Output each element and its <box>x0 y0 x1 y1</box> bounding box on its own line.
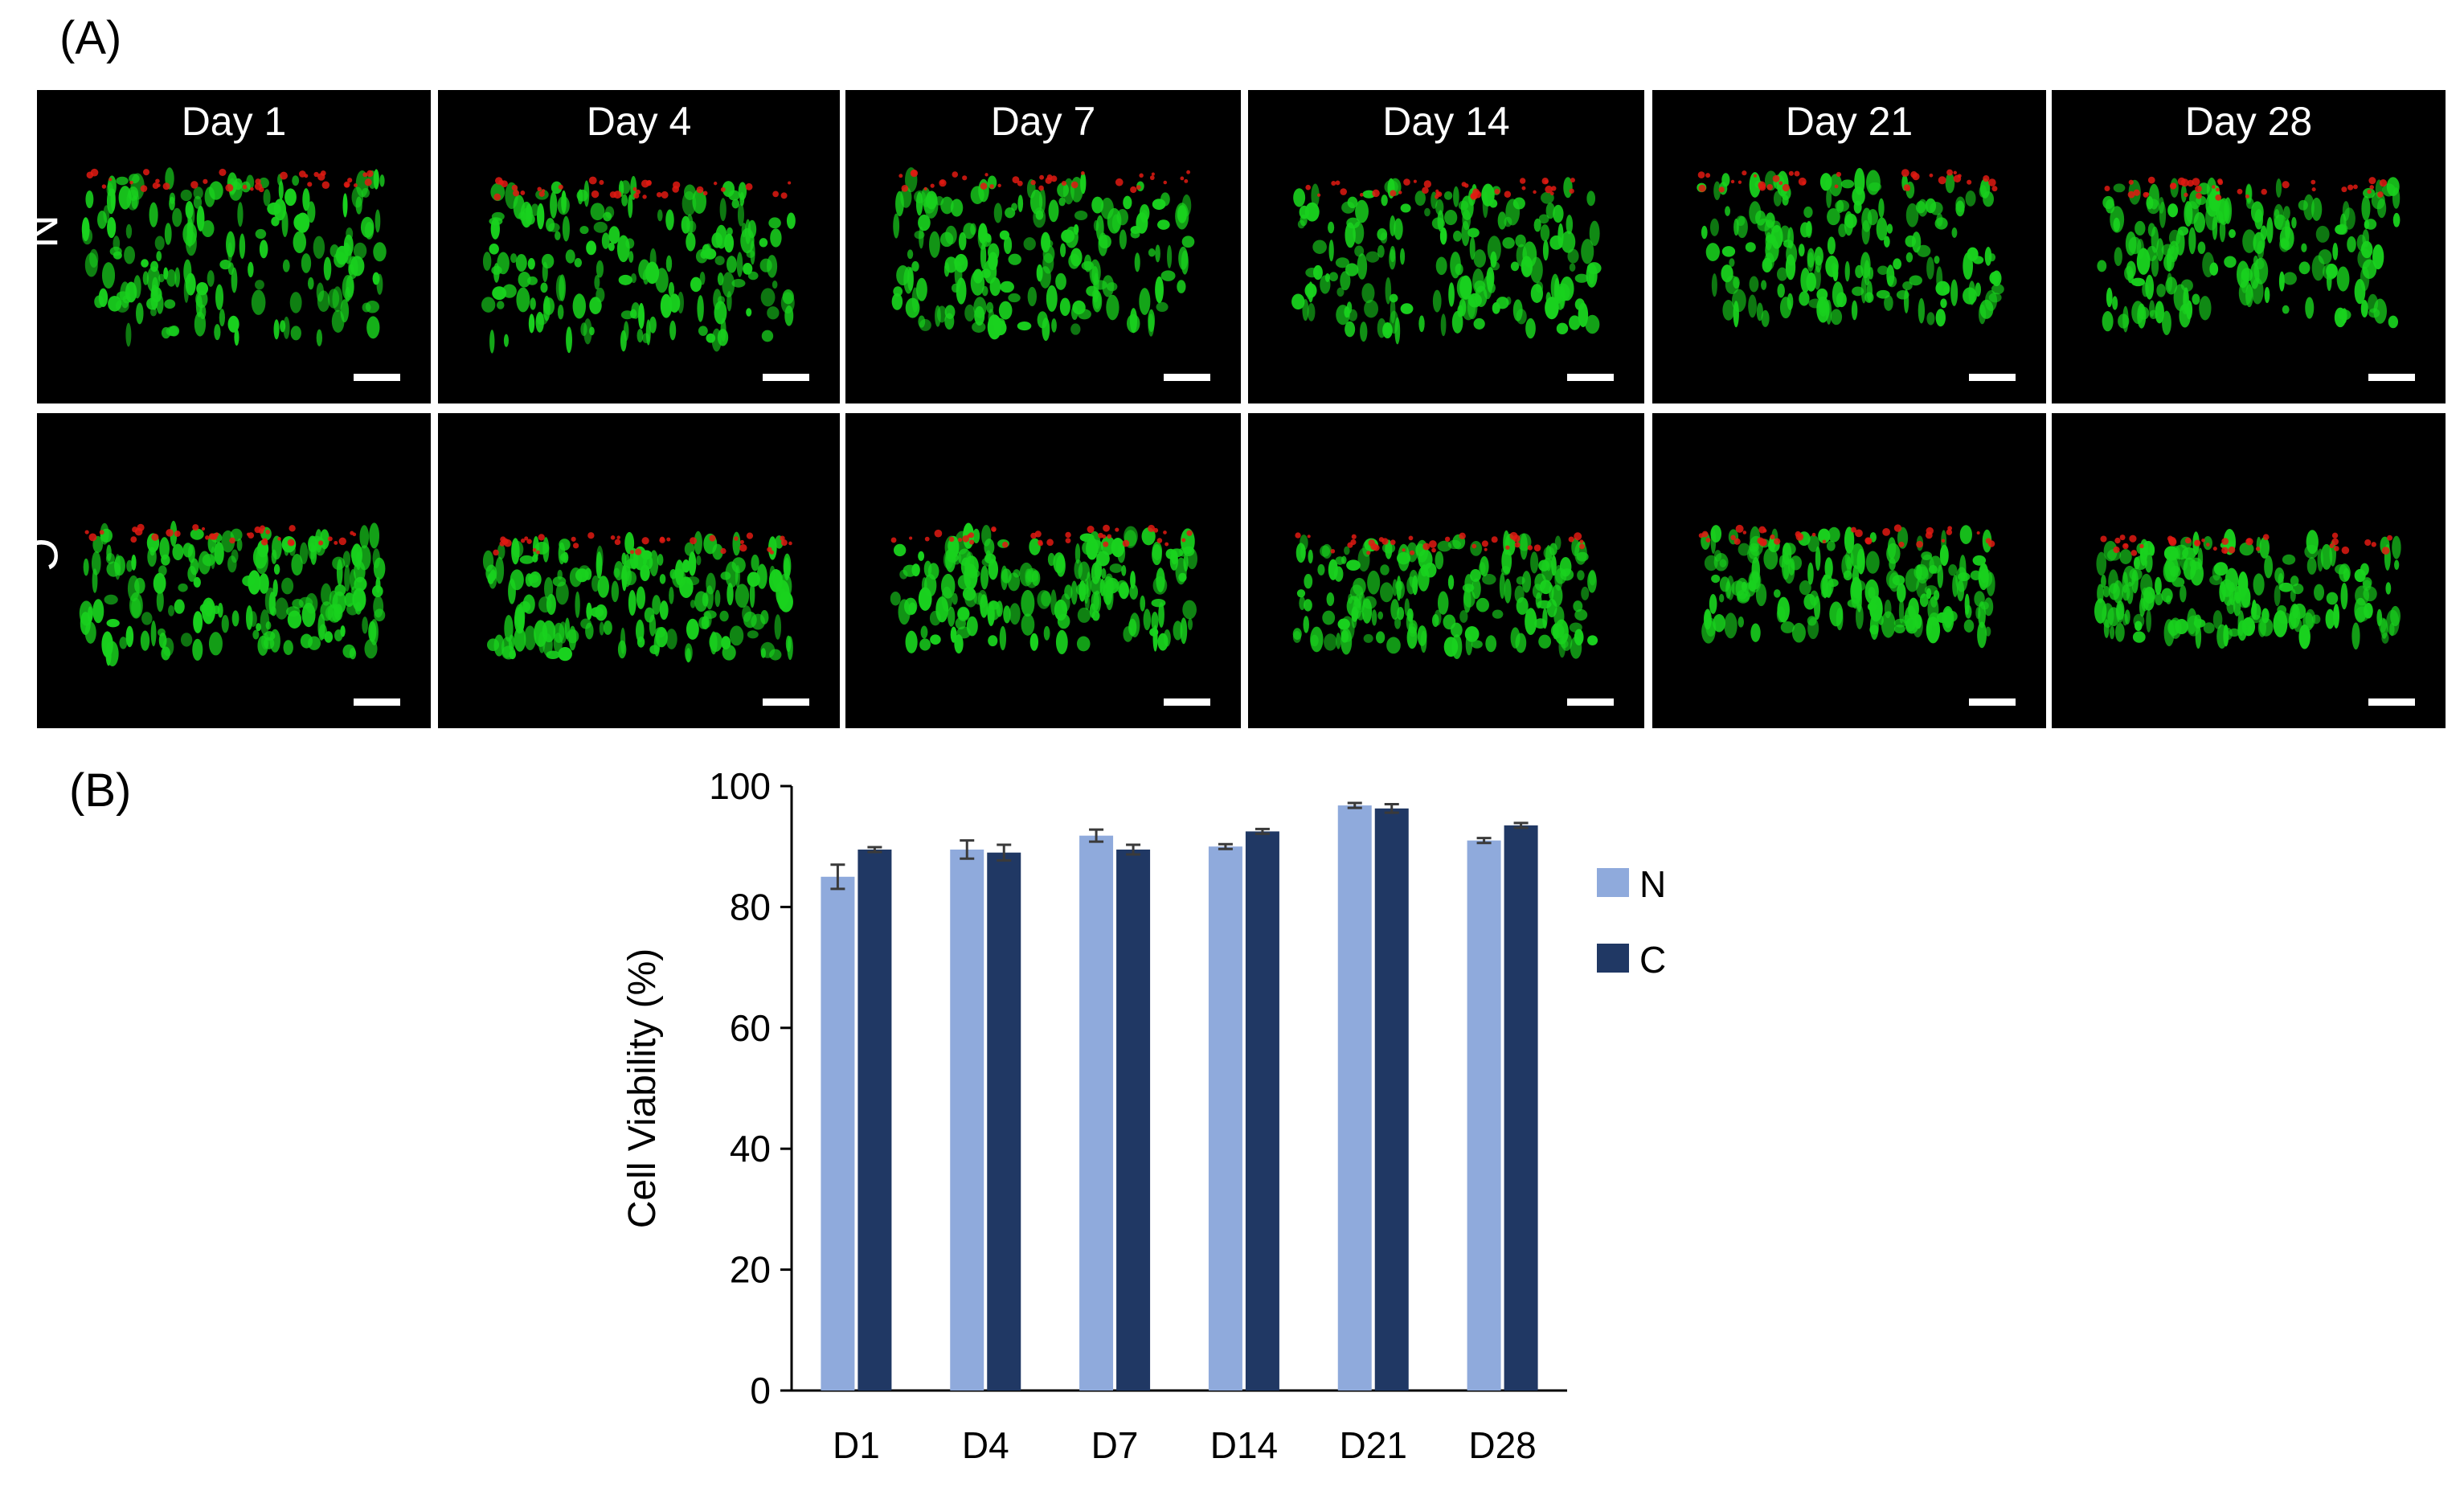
y-tick-label: 40 <box>730 1128 771 1169</box>
cell-stain-image <box>481 175 796 354</box>
day-label: Day 14 <box>1382 99 1510 144</box>
scale-bar <box>1164 374 1210 381</box>
cell-stain-image <box>1698 524 1995 649</box>
micrograph-c-3 <box>845 413 1241 728</box>
micrograph-n-3: Day 7 <box>845 90 1241 403</box>
bar-c-d21 <box>1374 808 1409 1391</box>
bar-c-d14 <box>1245 831 1279 1391</box>
legend-label-n: N <box>1639 863 1666 905</box>
day-label: Day 28 <box>2184 99 2313 144</box>
micrograph-c-1: C <box>37 413 431 728</box>
y-tick-label: 100 <box>709 765 771 807</box>
scale-bar <box>1164 698 1210 706</box>
cell-stain-image <box>1697 167 2004 328</box>
cell-stain-image <box>1291 177 1602 345</box>
x-tick-label: D4 <box>962 1424 1009 1466</box>
scale-bar <box>2368 374 2415 381</box>
cell-stain-image <box>81 167 387 347</box>
bar-n-d14 <box>1208 846 1242 1391</box>
micrograph-n-4: Day 14 <box>1248 90 1644 403</box>
cell-stain-image <box>482 530 793 663</box>
day-label: Day 7 <box>990 99 1096 144</box>
panel-b-label: (B) <box>69 764 132 817</box>
micrograph-c-2 <box>438 413 840 728</box>
x-tick-label: D21 <box>1340 1424 1407 1466</box>
scale-bar <box>354 698 400 706</box>
legend-label-c: C <box>1639 939 1666 981</box>
scale-bar <box>1567 698 1614 706</box>
micrograph-c-6 <box>2052 413 2446 728</box>
scale-bar <box>2368 698 2415 706</box>
cell-stain-image <box>891 167 1195 342</box>
x-tick-label: D1 <box>833 1424 880 1466</box>
bar-n-d4 <box>950 849 984 1391</box>
cell-stain-image <box>2094 529 2401 650</box>
cell-stain-image <box>2097 176 2401 336</box>
bar-n-d28 <box>1467 840 1501 1391</box>
x-tick-label: D7 <box>1091 1424 1139 1466</box>
bar-c-d1 <box>857 849 892 1391</box>
cell-stain-image <box>890 522 1197 654</box>
scale-bar <box>763 698 809 706</box>
y-tick-label: 80 <box>730 886 771 928</box>
micrograph-n-1: Day 1N <box>37 90 431 403</box>
bar-c-d28 <box>1504 825 1538 1391</box>
micrograph-c-5 <box>1652 413 2046 728</box>
bar-n-d21 <box>1337 805 1372 1391</box>
day-label: Day 21 <box>1785 99 1913 144</box>
day-label: Day 1 <box>181 99 287 144</box>
scale-bar <box>354 374 400 381</box>
micrograph-n-6: Day 28 <box>2052 90 2446 403</box>
scale-bar <box>1567 374 1614 381</box>
panel-a-label: (A) <box>59 12 122 64</box>
scale-bar <box>1969 698 2016 706</box>
day-label: Day 4 <box>586 99 692 144</box>
micrograph-n-5: Day 21 <box>1652 90 2046 403</box>
scale-bar <box>763 374 809 381</box>
micrograph-c-4 <box>1248 413 1644 728</box>
bar-n-d7 <box>1079 835 1114 1391</box>
y-axis-label: Cell Viability (%) <box>621 948 664 1229</box>
y-tick-label: 60 <box>730 1007 771 1049</box>
legend-swatch-n <box>1597 868 1629 897</box>
bar-n-d1 <box>821 876 855 1391</box>
cell-stain-image <box>79 520 386 667</box>
y-tick-label: 0 <box>750 1370 771 1411</box>
scale-bar <box>1969 374 2016 381</box>
bar-c-d7 <box>1116 849 1151 1391</box>
micrograph-n-2: Day 4 <box>438 90 840 403</box>
y-tick-label: 20 <box>730 1249 771 1291</box>
cell-stain-image <box>1292 530 1598 660</box>
x-tick-label: D14 <box>1210 1424 1278 1466</box>
bar-c-d4 <box>987 852 1021 1391</box>
x-tick-label: D28 <box>1468 1424 1536 1466</box>
legend-swatch-c <box>1597 944 1629 973</box>
